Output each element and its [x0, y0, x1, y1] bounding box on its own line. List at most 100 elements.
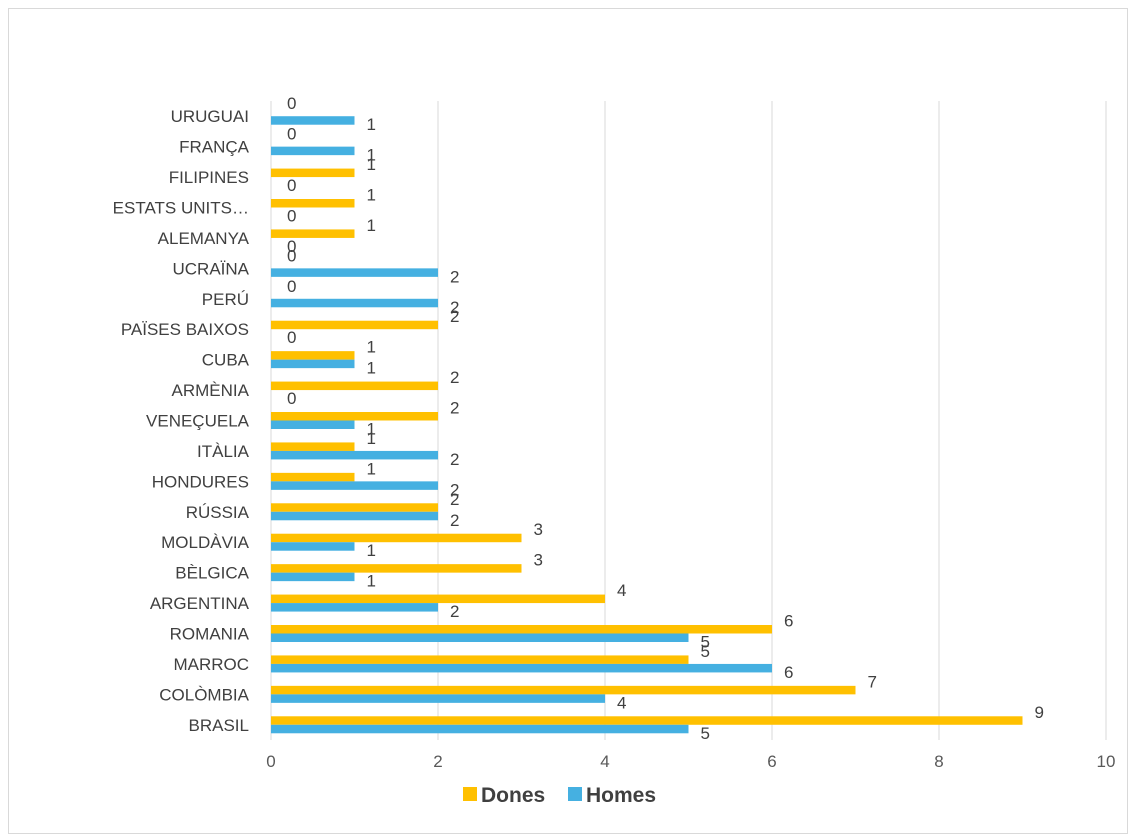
bar-dones: [271, 351, 355, 360]
data-label-dones: 1: [367, 429, 376, 448]
data-label-dones: 1: [367, 186, 376, 205]
data-label-dones: 6: [784, 612, 793, 631]
data-label-dones: 9: [1035, 703, 1044, 722]
bar-dones: [271, 320, 438, 330]
bar-homes: [271, 268, 438, 277]
legend-label-homes: Homes: [586, 784, 656, 807]
bar-homes: [271, 542, 355, 551]
category-label: ROMANIA: [170, 625, 250, 644]
bar-dones: [271, 716, 1023, 725]
bar-dones: [271, 412, 438, 421]
data-label-dones: 2: [450, 307, 459, 326]
data-label-homes: 4: [617, 693, 626, 712]
data-label-homes: 0: [287, 207, 296, 226]
bar-dones: [271, 655, 689, 664]
data-label-homes: 0: [287, 328, 296, 347]
category-label: FILIPINES: [169, 168, 249, 187]
category-label: RÚSSIA: [186, 503, 250, 522]
bar-dones: [271, 503, 438, 512]
bar-homes: [271, 511, 438, 521]
x-tick-label: 0: [266, 752, 275, 771]
category-label: VENEÇUELA: [146, 412, 250, 431]
data-label-dones: 4: [617, 581, 626, 600]
data-label-dones: 1: [367, 216, 376, 235]
bar-dones: [271, 564, 522, 573]
bar-homes: [271, 633, 689, 642]
category-label: BRASIL: [189, 716, 249, 735]
bar-homes: [271, 359, 355, 369]
data-label-homes: 1: [367, 420, 376, 439]
category-label: MOLDÀVIA: [161, 533, 250, 552]
data-label-homes: 2: [450, 480, 459, 499]
data-label-dones: 1: [367, 459, 376, 478]
bar-homes: [271, 298, 438, 308]
category-label: ARMÈNIA: [172, 381, 250, 400]
category-labels: BRASIL COLÒMBIA MARROC ROMANIA ARGENTINA BÈLG…: [113, 107, 250, 735]
data-label-dones: 3: [534, 520, 543, 539]
x-tick-label: 2: [433, 752, 442, 771]
data-label-homes: 2: [450, 450, 459, 469]
data-label-dones: 2: [450, 490, 459, 509]
bar-dones: [271, 381, 438, 391]
data-label-dones: 0: [287, 277, 296, 296]
data-label-homes: 2: [450, 511, 459, 530]
bar-homes: [271, 481, 438, 490]
bar-dones: [271, 594, 605, 604]
data-label-homes: 0: [287, 389, 296, 408]
bar-dones: [271, 229, 355, 238]
bar-homes: [271, 116, 355, 125]
bar-homes: [271, 724, 689, 734]
data-label-homes: 1: [367, 541, 376, 560]
category-label: MARROC: [173, 655, 249, 674]
data-label-dones: 3: [534, 551, 543, 570]
legend: Dones Homes: [463, 784, 656, 807]
category-label: PAÏSES BAIXOS: [121, 320, 249, 339]
bar-dones: [271, 442, 355, 451]
bar-homes: [271, 420, 355, 429]
data-label-dones: 0: [287, 246, 296, 265]
legend-swatch-dones: [463, 787, 477, 801]
data-label-dones: 0: [287, 125, 296, 144]
data-label-homes: 0: [287, 237, 296, 256]
bar-dones: [271, 472, 355, 482]
category-label: URUGUAI: [171, 107, 249, 126]
bar-homes: [271, 146, 355, 156]
data-label-homes: 1: [367, 359, 376, 378]
bar-dones: [271, 168, 355, 178]
bar-dones: [271, 199, 355, 208]
bar-dones: [271, 625, 772, 634]
category-label: ARGENTINA: [150, 594, 250, 613]
data-label-dones: 1: [367, 338, 376, 357]
category-label: BÈLGICA: [175, 564, 249, 583]
data-label-homes: 2: [450, 298, 459, 317]
bar-dones: [271, 685, 856, 695]
category-label: HONDURES: [152, 472, 249, 491]
data-label-homes: 5: [701, 724, 710, 743]
data-label-homes: 1: [367, 115, 376, 134]
data-label-dones: 7: [868, 672, 877, 691]
data-label-homes: 1: [367, 146, 376, 165]
category-label: ALEMANYA: [158, 229, 250, 248]
data-label-dones: 5: [701, 642, 710, 661]
category-label: ESTATS UNITS…: [113, 199, 249, 218]
category-label: FRANÇA: [179, 138, 250, 157]
data-label-homes: 1: [367, 572, 376, 591]
x-tick-labels: 0 2 4 6 8 10: [266, 752, 1115, 771]
category-label: ITÀLIA: [197, 442, 250, 461]
data-label-dones: 2: [450, 399, 459, 418]
x-tick-label: 10: [1097, 752, 1116, 771]
bar-homes: [271, 603, 438, 612]
data-label-homes: 0: [287, 176, 296, 195]
category-label: UCRAÏNA: [172, 259, 249, 278]
data-label-homes: 2: [450, 602, 459, 621]
bar-homes: [271, 450, 438, 460]
legend-label-dones: Dones: [481, 784, 545, 807]
data-label-dones: 1: [367, 155, 376, 174]
x-tick-label: 8: [934, 752, 943, 771]
bar-homes: [271, 572, 355, 582]
bar-homes: [271, 663, 772, 673]
bars: [271, 116, 1023, 734]
legend-swatch-homes: [568, 787, 582, 801]
data-label-homes: 6: [784, 663, 793, 682]
